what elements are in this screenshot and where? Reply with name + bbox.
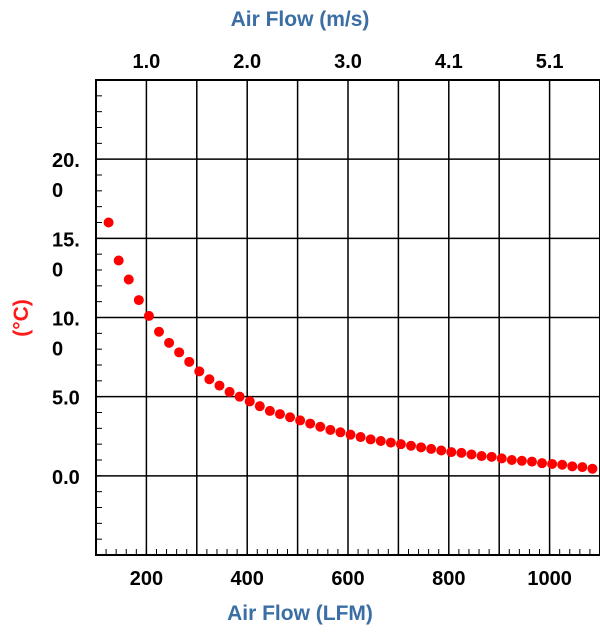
y-tick-label: 5.0 (52, 388, 80, 410)
data-point (194, 366, 205, 377)
data-point (315, 421, 326, 432)
y-tick-label: 20. (52, 150, 80, 172)
data-point (547, 458, 558, 469)
data-point (456, 447, 467, 458)
data-point (143, 310, 154, 321)
data-point (285, 412, 296, 423)
x2-tick-label: 4.1 (435, 51, 463, 73)
data-point (214, 380, 225, 391)
data-point (577, 462, 588, 473)
data-point (385, 437, 396, 448)
data-point (476, 451, 487, 462)
data-point (305, 418, 316, 429)
data-point (335, 427, 346, 438)
data-point (516, 455, 527, 466)
x-tick-label: 1000 (527, 568, 572, 590)
x2-tick-label: 5.1 (536, 51, 564, 73)
x-tick-label: 600 (331, 568, 364, 590)
data-point (154, 326, 164, 337)
data-point (254, 401, 265, 412)
data-point (486, 451, 497, 462)
data-point (416, 442, 427, 453)
data-point (274, 409, 285, 420)
data-point (264, 405, 275, 416)
data-point (184, 356, 195, 367)
data-point (204, 374, 215, 385)
data-point (426, 443, 437, 454)
y-tick-label: 15. (52, 229, 80, 251)
y-tick-label: 0 (52, 339, 63, 361)
top-axis-title: Air Flow (m/s) (230, 8, 370, 31)
data-point (325, 424, 336, 435)
data-point (103, 217, 114, 228)
data-point (466, 449, 477, 460)
data-point (406, 440, 416, 451)
x-tick-label: 800 (432, 568, 465, 590)
data-point (123, 274, 134, 285)
data-point (496, 453, 507, 464)
data-point (355, 432, 366, 443)
x2-tick-label: 1.0 (132, 51, 160, 73)
data-point (395, 439, 406, 450)
data-point (133, 295, 144, 306)
data-point (113, 255, 124, 266)
data-point (557, 459, 568, 470)
data-point (244, 396, 255, 407)
data-point (587, 463, 598, 474)
data-point (224, 386, 235, 397)
data-point (174, 347, 185, 358)
data-point (526, 456, 537, 467)
data-point (506, 455, 517, 465)
y-tick-label: 0 (52, 259, 63, 281)
data-point (537, 458, 548, 469)
data-point (164, 337, 175, 348)
x2-tick-label: 3.0 (334, 51, 362, 73)
x-tick-label: 400 (231, 568, 264, 590)
y-tick-label: 0 (52, 180, 63, 202)
data-point (567, 461, 578, 472)
y-tick-label: 10. (52, 309, 80, 331)
x2-tick-label: 2.0 (233, 51, 261, 73)
data-point (375, 436, 386, 446)
data-point (295, 415, 306, 426)
x-tick-label: 200 (130, 568, 163, 590)
data-point (436, 445, 447, 456)
data-point (234, 391, 245, 402)
x-axis-title: Air Flow (LFM) (227, 602, 373, 625)
data-point (365, 434, 376, 445)
data-point (446, 447, 457, 458)
y-tick-label: 0.0 (52, 467, 80, 489)
data-point (345, 429, 356, 440)
